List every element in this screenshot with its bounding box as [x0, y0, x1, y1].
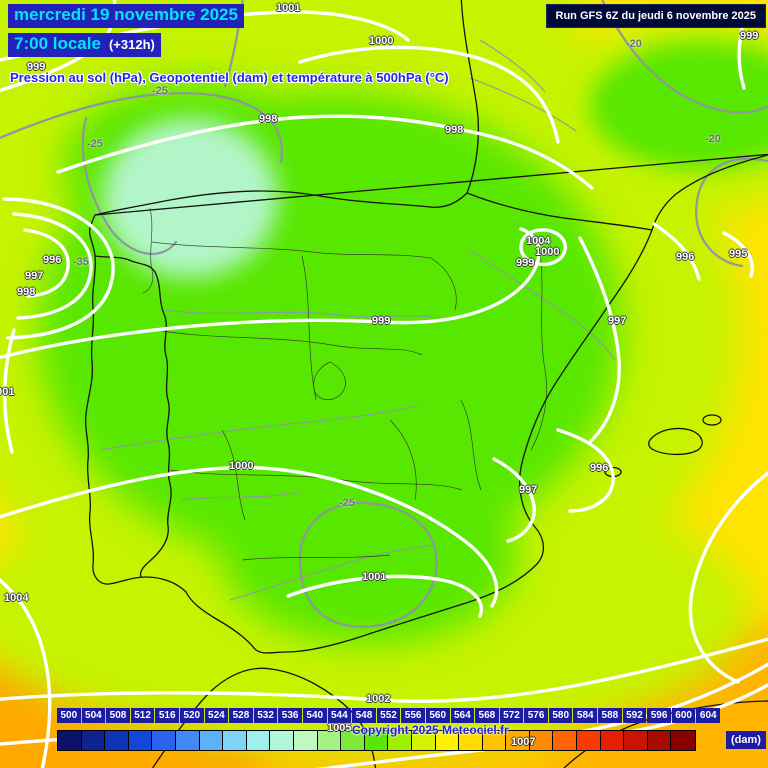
legend-color-cell [529, 731, 554, 750]
legend-color-cell [647, 731, 672, 750]
legend-value: 500 [57, 708, 81, 723]
map-subtitle: Pression au sol (hPa), Geopotentiel (dam… [10, 70, 449, 85]
legend-value: 504 [81, 708, 106, 723]
legend-color-cell [553, 731, 578, 750]
forecast-offset: (+312h) [108, 37, 155, 52]
legend-color-cell [81, 731, 106, 750]
legend-values-row: 500 504 508 512 516 520 524 528 532 536 540 544 548 5… [57, 708, 721, 723]
legend-color-cell [411, 731, 436, 750]
rivers [99, 39, 616, 601]
legend-color-cell [152, 731, 176, 750]
legend-value: 516 [155, 708, 179, 723]
legend-color-bar [57, 730, 697, 751]
legend-color-cell [506, 731, 530, 750]
legend-value: 552 [376, 708, 401, 723]
legend-value: 592 [622, 708, 647, 723]
legend-color-cell [624, 731, 648, 750]
legend-color-cell [482, 731, 507, 750]
legend-value: 564 [450, 708, 475, 723]
legend-color-cell [435, 731, 460, 750]
copyright-text: Copyright 2025 Meteociel.fr [352, 723, 509, 737]
legend-value: 572 [499, 708, 524, 723]
legend-color-cell [459, 731, 483, 750]
region-borders [142, 207, 547, 561]
legend-value: 520 [179, 708, 204, 723]
legend-value: 556 [401, 708, 425, 723]
legend-value: 508 [106, 708, 130, 723]
date-line: mercredi 19 novembre 2025 [8, 4, 244, 28]
legend-color-cell [364, 731, 389, 750]
legend-color-cell [600, 731, 625, 750]
legend-color-cell [671, 731, 696, 750]
legend-color-cell [388, 731, 412, 750]
legend-value: 568 [475, 708, 499, 723]
legend-value: 584 [573, 708, 598, 723]
legend-value: 580 [548, 708, 573, 723]
model-run-info: Run GFS 6Z du jeudi 6 novembre 2025 [545, 4, 766, 28]
date-text: mercredi 19 novembre 2025 [14, 5, 238, 24]
legend-value: 528 [229, 708, 253, 723]
legend-value: 588 [598, 708, 622, 723]
legend-color-cell [246, 731, 271, 750]
legend-color-cell [270, 731, 294, 750]
legend-value: 600 [671, 708, 696, 723]
time-text: 7:00 locale [14, 34, 101, 53]
legend-value: 524 [204, 708, 229, 723]
legend-value: 560 [425, 708, 450, 723]
time-line: 7:00 locale (+312h) [8, 33, 161, 57]
legend-value: 532 [253, 708, 278, 723]
legend-color-cell [58, 731, 82, 750]
legend-color-cell [341, 731, 365, 750]
legend-color-cell [293, 731, 318, 750]
legend-value: 540 [302, 708, 327, 723]
legend-value: 544 [327, 708, 352, 723]
legend-value: 604 [696, 708, 721, 723]
legend-value: 596 [647, 708, 671, 723]
legend-color-cell [128, 731, 153, 750]
legend-value: 576 [524, 708, 548, 723]
legend-color-cell [577, 731, 601, 750]
legend-color-cell [199, 731, 224, 750]
legend-value: 548 [352, 708, 376, 723]
legend-value: 512 [130, 708, 155, 723]
legend-value: 536 [278, 708, 302, 723]
legend-color-cell [175, 731, 200, 750]
legend-color-cell [317, 731, 342, 750]
legend-color-cell [105, 731, 129, 750]
legend-unit: (dam) [726, 731, 766, 749]
legend-color-cell [223, 731, 247, 750]
